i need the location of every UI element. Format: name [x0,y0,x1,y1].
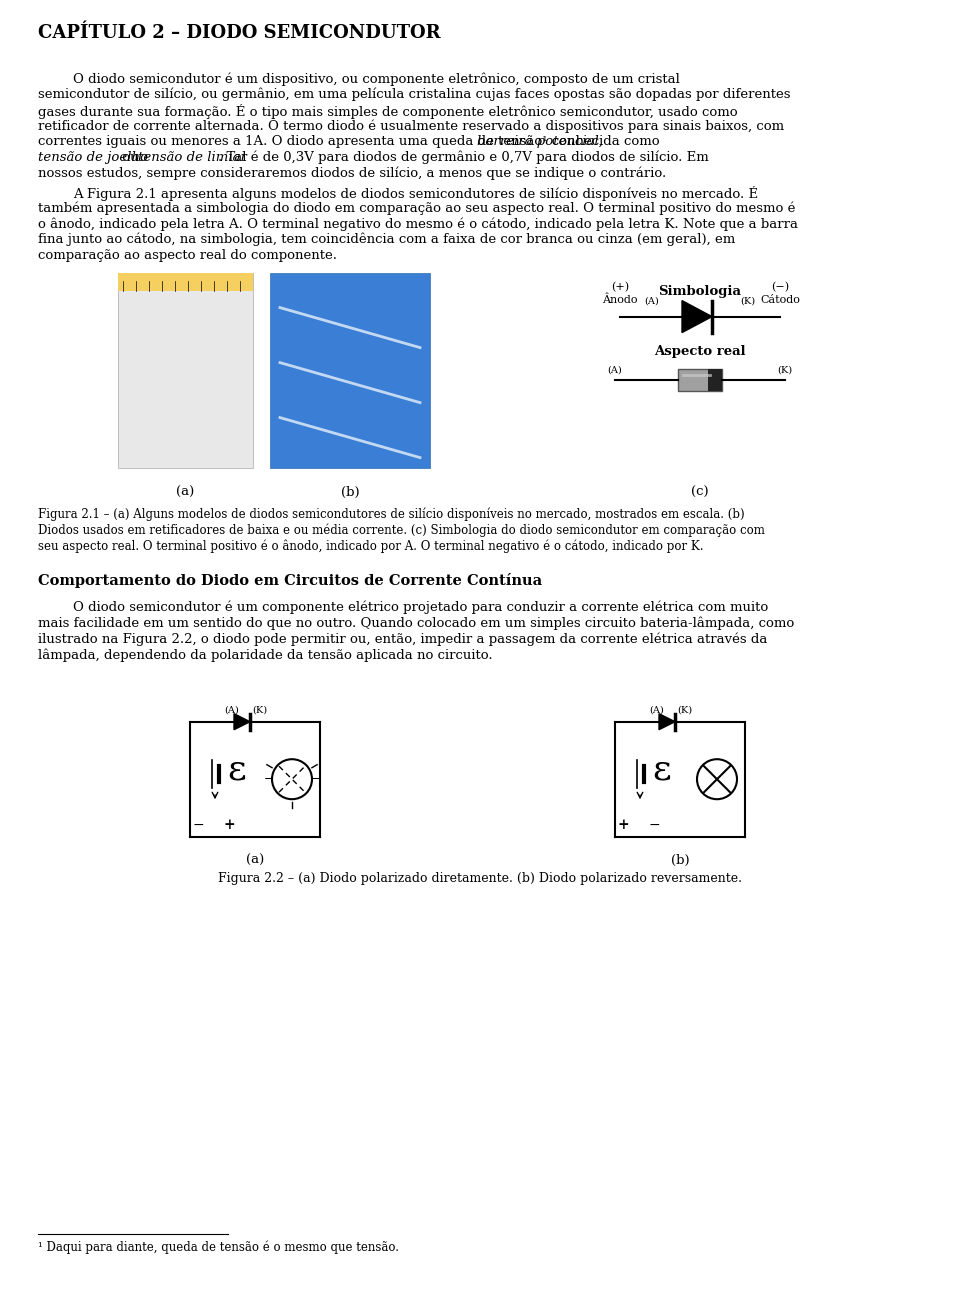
Polygon shape [659,713,675,729]
Text: O diodo semicondutor é um componente elétrico projetado para conduzir a corrente: O diodo semicondutor é um componente elé… [73,602,768,615]
Text: também apresentada a simbologia do diodo em comparação ao seu aspecto real. O te: também apresentada a simbologia do diodo… [38,202,796,215]
Text: (A): (A) [608,366,622,375]
Text: Cátodo: Cátodo [760,294,800,305]
Text: nossos estudos, sempre consideraremos diodos de silício, a menos que se indique : nossos estudos, sempre consideraremos di… [38,167,666,180]
Text: O diodo semicondutor é um dispositivo, ou componente eletrônico, composto de um : O diodo semicondutor é um dispositivo, o… [73,72,680,86]
Text: seu aspecto real. O terminal positivo é o ânodo, indicado por A. O terminal nega: seu aspecto real. O terminal positivo é … [38,539,704,553]
Text: Comportamento do Diodo em Circuitos de Corrente Contínua: Comportamento do Diodo em Circuitos de C… [38,573,542,589]
Text: (b): (b) [341,486,359,499]
Text: CAPÍTULO 2 – DIODO SEMICONDUTOR: CAPÍTULO 2 – DIODO SEMICONDUTOR [38,23,441,42]
Text: comparação ao aspecto real do componente.: comparação ao aspecto real do componente… [38,249,337,262]
Text: . Tal é de 0,3V para diodos de germânio e 0,7V para diodos de silício. Em: . Tal é de 0,3V para diodos de germânio … [218,151,708,164]
Text: (b): (b) [671,854,689,867]
Text: barreira potencial,: barreira potencial, [477,135,603,148]
Text: (K): (K) [778,366,793,375]
Text: ou: ou [118,151,143,164]
Text: retificador de corrente alternada. O termo diodo é usualmente reservado a dispos: retificador de corrente alternada. O ter… [38,120,784,133]
Text: (+): (+) [611,281,629,292]
Text: o ânodo, indicado pela letra A. O terminal negativo do mesmo é o cátodo, indicad: o ânodo, indicado pela letra A. O termin… [38,217,798,230]
Text: (−): (−) [771,281,789,292]
Circle shape [272,759,312,799]
Text: (a): (a) [246,854,264,867]
Text: A Figura 2.1 apresenta alguns modelos de diodos semicondutores de silício dispon: A Figura 2.1 apresenta alguns modelos de… [73,186,758,201]
Text: ilustrado na Figura 2.2, o diodo pode permitir ou, então, impedir a passagem da : ilustrado na Figura 2.2, o diodo pode pe… [38,633,767,646]
Text: Simbologia: Simbologia [659,285,741,298]
Text: gases durante sua formação. É o tipo mais simples de componente eletrônico semic: gases durante sua formação. É o tipo mai… [38,104,737,118]
Text: (c): (c) [691,486,708,499]
Text: (a): (a) [177,486,195,499]
Bar [708,368,722,391]
Circle shape [697,759,737,799]
Text: correntes iguais ou menores a 1A. O diodo apresenta uma queda de tensão¹ conheci: correntes iguais ou menores a 1A. O diod… [38,135,664,148]
Text: tensão de limiar: tensão de limiar [137,151,247,164]
Text: (K): (K) [740,297,756,306]
Text: (A): (A) [644,297,660,306]
Polygon shape [682,301,712,332]
Text: Diodos usados em retificadores de baixa e ou média corrente. (c) Simbologia do d: Diodos usados em retificadores de baixa … [38,523,765,536]
Text: ε: ε [228,753,247,786]
Text: (K): (K) [252,706,268,715]
Text: Ânodo: Ânodo [602,294,637,305]
Text: (A): (A) [225,706,239,715]
Text: Figura 2.1 – (a) Alguns modelos de diodos semicondutores de silício disponíveis : Figura 2.1 – (a) Alguns modelos de diodo… [38,508,745,521]
Bar [118,272,253,290]
Text: ε: ε [653,753,671,786]
Text: +: + [223,818,235,832]
Text: fina junto ao cátodo, na simbologia, tem coincidência com a faixa de cor branca : fina junto ao cátodo, na simbologia, tem… [38,233,735,246]
Text: tensão de joelho: tensão de joelho [38,151,148,164]
Text: ¹ Daqui para diante, queda de tensão é o mesmo que tensão.: ¹ Daqui para diante, queda de tensão é o… [38,1240,399,1254]
Bar [270,272,430,467]
Text: lâmpada, dependendo da polaridade da tensão aplicada no circuito.: lâmpada, dependendo da polaridade da ten… [38,648,492,661]
Text: +: + [617,818,629,832]
Text: −: − [648,818,660,832]
Text: −: − [192,818,204,832]
Text: −: − [264,772,275,785]
Polygon shape [234,713,250,729]
Text: (A): (A) [650,706,664,715]
Text: (K): (K) [678,706,692,715]
Bar [118,272,253,467]
Text: mais facilidade em um sentido do que no outro. Quando colocado em um simples cir: mais facilidade em um sentido do que no … [38,617,794,630]
Text: Aspecto real: Aspecto real [654,345,746,358]
Text: semicondutor de silício, ou germânio, em uma película cristalina cujas faces opo: semicondutor de silício, ou germânio, em… [38,87,790,102]
Bar [678,368,722,391]
Text: Figura 2.2 – (a) Diodo polarizado diretamente. (b) Diodo polarizado reversamente: Figura 2.2 – (a) Diodo polarizado direta… [218,872,742,885]
Text: −: − [311,772,322,785]
